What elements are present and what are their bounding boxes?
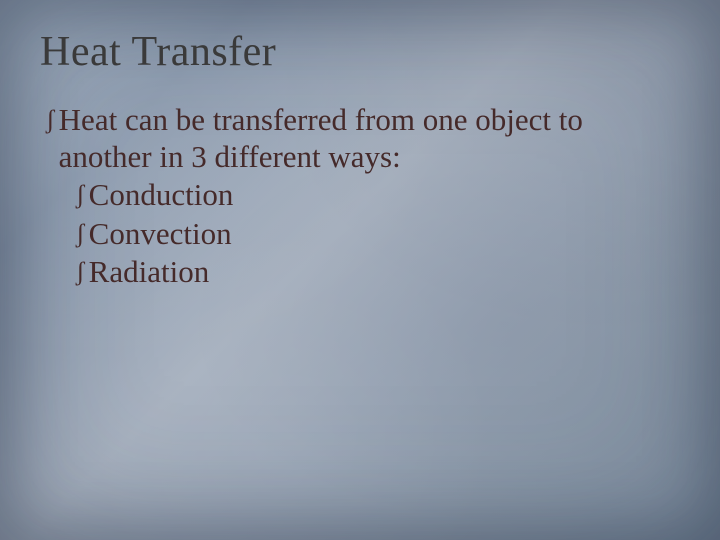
bullet-level-2: ʃ Radiation	[76, 254, 680, 291]
squiggle-bullet-icon: ʃ	[76, 254, 85, 289]
bullet-level-2: ʃ Conduction	[76, 177, 680, 214]
squiggle-bullet-icon: ʃ	[76, 216, 85, 251]
slide: Heat Transfer ʃ Heat can be transferred …	[0, 0, 720, 540]
bullet-level-2: ʃ Convection	[76, 216, 680, 253]
sub-bullet-list: ʃ Conduction ʃ Convection ʃ Radiation	[46, 177, 680, 291]
squiggle-bullet-icon: ʃ	[46, 102, 55, 137]
bullet-text: Heat can be transferred from one object …	[59, 102, 680, 175]
squiggle-bullet-icon: ʃ	[76, 177, 85, 212]
slide-title: Heat Transfer	[40, 28, 680, 76]
bullet-text: Conduction	[89, 177, 680, 214]
slide-body: ʃ Heat can be transferred from one objec…	[40, 102, 680, 291]
bullet-level-1: ʃ Heat can be transferred from one objec…	[46, 102, 680, 175]
bullet-text: Convection	[89, 216, 680, 253]
bullet-text: Radiation	[89, 254, 680, 291]
